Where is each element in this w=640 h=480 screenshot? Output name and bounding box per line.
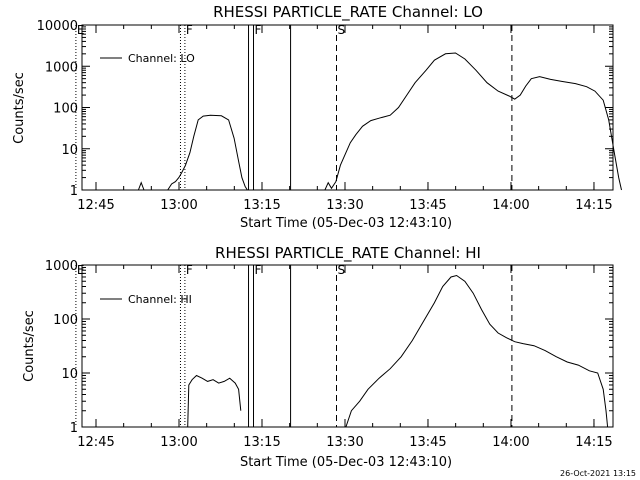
x-tick-label: 14:15 [575, 435, 612, 450]
y-tick-label: 100 [53, 313, 78, 328]
event-marker-label: F [255, 263, 262, 277]
series-line [345, 274, 609, 428]
y-tick-label: 10000 [37, 19, 78, 34]
y-tick-label: 1000 [45, 259, 78, 274]
generated-timestamp: 26-Oct-2021 13:15 [560, 469, 636, 478]
y-axis-label: Counts/sec [12, 72, 27, 144]
y-tick-label: 100 [53, 102, 78, 117]
plot-frame [81, 264, 614, 428]
x-tick-label: 13:45 [409, 435, 446, 450]
event-marker-label: F [186, 23, 193, 37]
x-tick-label: 13:15 [243, 198, 280, 213]
panel-channel-hi: RHESSI PARTICLE_RATE Channel: HI Start T… [22, 244, 614, 470]
legend: Channel: HI [100, 293, 192, 306]
event-marker-label: E [77, 23, 85, 37]
y-tick-label: 1000 [45, 60, 78, 75]
series-line [187, 374, 242, 428]
legend-label: Channel: HI [128, 293, 192, 306]
x-tick-label: 13:45 [409, 198, 446, 213]
series-line [167, 114, 248, 191]
y-tick-label: 1 [70, 184, 78, 199]
x-tick-label: 12:45 [77, 435, 114, 450]
series-line [137, 181, 145, 191]
event-marker-label: S [338, 263, 346, 277]
series-line [324, 52, 622, 191]
y-axis-label: Counts/sec [22, 310, 37, 382]
x-axis-label: Start Time (05-Dec-03 12:43:10) [240, 455, 452, 470]
event-marker-label: F [186, 263, 193, 277]
plot-frame [81, 24, 614, 191]
y-tick-label: 10 [61, 143, 78, 158]
x-axis-label: Start Time (05-Dec-03 12:43:10) [240, 216, 452, 231]
x-tick-label: 13:30 [326, 198, 363, 213]
event-marker-label: F [255, 23, 262, 37]
x-tick-label: 13:00 [160, 198, 197, 213]
x-tick-label: 14:00 [492, 198, 529, 213]
panel-channel-lo: RHESSI PARTICLE_RATE Channel: LO Start T… [12, 3, 622, 231]
y-tick-label: 10 [61, 367, 78, 382]
event-marker-label: E [77, 263, 85, 277]
event-marker-label: S [338, 23, 346, 37]
chart-title: RHESSI PARTICLE_RATE Channel: LO [213, 3, 483, 22]
legend: Channel: LO [100, 52, 195, 65]
x-tick-label: 12:45 [77, 198, 114, 213]
x-tick-label: 14:15 [575, 198, 612, 213]
x-tick-label: 13:15 [243, 435, 280, 450]
x-tick-label: 13:00 [160, 435, 197, 450]
chart-title: RHESSI PARTICLE_RATE Channel: HI [215, 244, 481, 263]
legend-label: Channel: LO [128, 52, 195, 65]
x-tick-label: 13:30 [326, 435, 363, 450]
x-tick-label: 14:00 [492, 435, 529, 450]
y-tick-label: 1 [70, 421, 78, 436]
